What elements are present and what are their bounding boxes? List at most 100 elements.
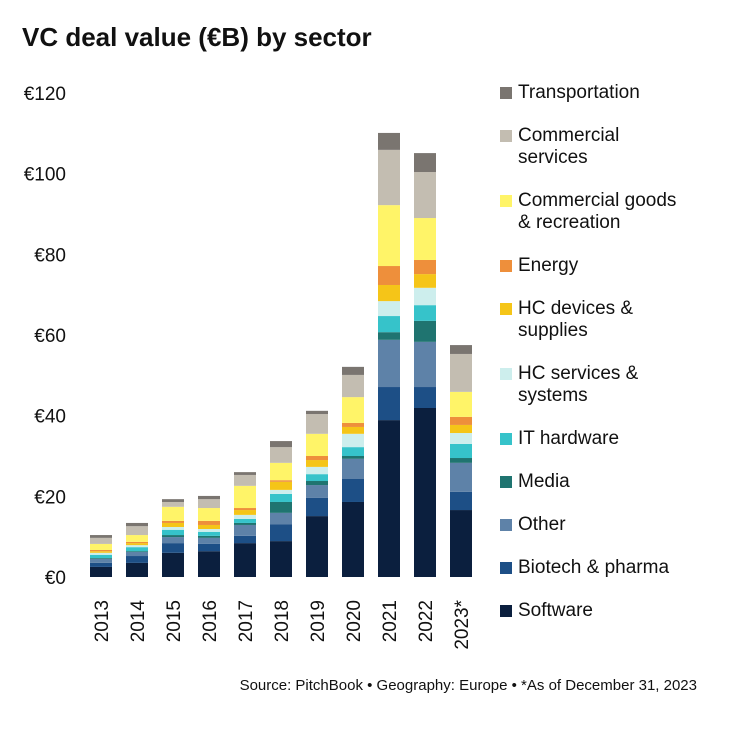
bar-segment bbox=[270, 481, 292, 490]
bar-segment bbox=[306, 460, 328, 467]
bar-segment bbox=[126, 526, 148, 536]
bar-segment bbox=[306, 433, 328, 456]
legend-item: Biotech & pharma bbox=[500, 557, 690, 579]
bar-segment bbox=[306, 466, 328, 475]
bar-segment bbox=[126, 551, 148, 557]
legend-label: Commercial goods & recreation bbox=[518, 190, 677, 233]
legend-label: Energy bbox=[518, 255, 579, 276]
legend-swatch bbox=[500, 368, 512, 380]
bar-segment bbox=[342, 422, 364, 427]
x-tick-label: 2018 bbox=[272, 600, 293, 642]
bar-segment bbox=[450, 433, 472, 444]
chart-title: VC deal value (€B) by sector bbox=[22, 22, 372, 52]
legend-item: Software bbox=[500, 600, 690, 622]
x-tick-label: 2021 bbox=[380, 600, 401, 642]
bar-segment bbox=[378, 301, 400, 317]
bar-segment bbox=[450, 391, 472, 417]
bar-segment bbox=[414, 408, 436, 577]
bar-segment bbox=[162, 543, 184, 553]
bar-segment bbox=[306, 410, 328, 415]
bar-segment bbox=[162, 520, 184, 523]
legend-swatch bbox=[500, 130, 512, 142]
bar-segment bbox=[234, 508, 256, 511]
bar-segment bbox=[198, 520, 220, 525]
bar-segment bbox=[270, 447, 292, 463]
legend-label: Software bbox=[518, 600, 593, 621]
bar-segment bbox=[90, 537, 112, 544]
legend-swatch bbox=[500, 433, 512, 445]
bar-segment bbox=[198, 499, 220, 509]
bar-segment bbox=[162, 535, 184, 538]
legend-label: Commercial services bbox=[518, 125, 620, 168]
bar-segment bbox=[342, 374, 364, 398]
bar-segment bbox=[126, 556, 148, 563]
source-note: Source: PitchBook • Geography: Europe • … bbox=[240, 677, 697, 694]
bar-segment bbox=[90, 543, 112, 550]
bar-segment bbox=[414, 274, 436, 288]
legend-item: Media bbox=[500, 471, 690, 493]
bar-segment bbox=[270, 480, 292, 482]
bar-segment bbox=[90, 549, 112, 552]
legend-label: HC services & systems bbox=[518, 363, 639, 406]
legend-swatch bbox=[500, 260, 512, 272]
bar-segment bbox=[414, 305, 436, 321]
legend-item: Other bbox=[500, 514, 690, 536]
bar-segment bbox=[198, 551, 220, 577]
bar-segment bbox=[342, 426, 364, 434]
bar-segment bbox=[342, 501, 364, 577]
x-tick-label: 2015 bbox=[164, 600, 185, 642]
bar-segment bbox=[234, 510, 256, 515]
y-tick-label: €80 bbox=[34, 245, 66, 266]
bar-segment bbox=[90, 562, 112, 567]
bar-segment bbox=[414, 387, 436, 409]
bar-segment bbox=[270, 501, 292, 513]
bar-segment bbox=[198, 535, 220, 538]
bar-segment bbox=[378, 316, 400, 333]
bar-segment bbox=[162, 526, 184, 530]
bar-segment bbox=[450, 510, 472, 577]
legend-swatch bbox=[500, 605, 512, 617]
legend-swatch bbox=[500, 476, 512, 488]
y-tick-label: €20 bbox=[34, 487, 66, 508]
bar-segment bbox=[198, 529, 220, 532]
bar-segment bbox=[234, 485, 256, 509]
bar-segment bbox=[342, 397, 364, 423]
x-tick-label: 2023* bbox=[452, 599, 473, 649]
bar-segment bbox=[234, 524, 256, 536]
bar-segment bbox=[126, 541, 148, 544]
bar-segment bbox=[162, 552, 184, 577]
y-tick-label: €120 bbox=[24, 84, 66, 105]
bar-segment bbox=[414, 287, 436, 306]
bar-segment bbox=[198, 508, 220, 521]
bar-segment bbox=[414, 320, 436, 342]
bar-segment bbox=[270, 524, 292, 542]
bar-segment bbox=[378, 387, 400, 421]
bar-segment bbox=[450, 443, 472, 459]
bar-segment bbox=[198, 524, 220, 530]
x-tick-label: 2019 bbox=[308, 600, 329, 642]
bar-segment bbox=[306, 516, 328, 577]
bar-segment bbox=[378, 266, 400, 285]
legend-item: Energy bbox=[500, 255, 690, 277]
bar-segment bbox=[450, 345, 472, 354]
bar-segment bbox=[234, 535, 256, 544]
legend-label: Other bbox=[518, 514, 566, 535]
bar-segment bbox=[234, 543, 256, 577]
x-tick-label: 2013 bbox=[92, 600, 113, 642]
bar-segment bbox=[162, 537, 184, 544]
bar-segment bbox=[234, 518, 256, 523]
bar-segment bbox=[234, 472, 256, 475]
y-tick-label: €0 bbox=[45, 568, 66, 589]
bar-segment bbox=[126, 545, 148, 548]
legend-label: Media bbox=[518, 471, 570, 492]
legend-item: Transportation bbox=[500, 82, 690, 104]
bar-segment bbox=[198, 537, 220, 544]
bar-segment bbox=[450, 353, 472, 392]
bar-segment bbox=[162, 522, 184, 527]
bar-segment bbox=[342, 366, 364, 375]
bar-segment bbox=[126, 543, 148, 546]
bar-segment bbox=[198, 531, 220, 536]
bar-segment bbox=[162, 506, 184, 521]
bar-segment bbox=[378, 332, 400, 340]
